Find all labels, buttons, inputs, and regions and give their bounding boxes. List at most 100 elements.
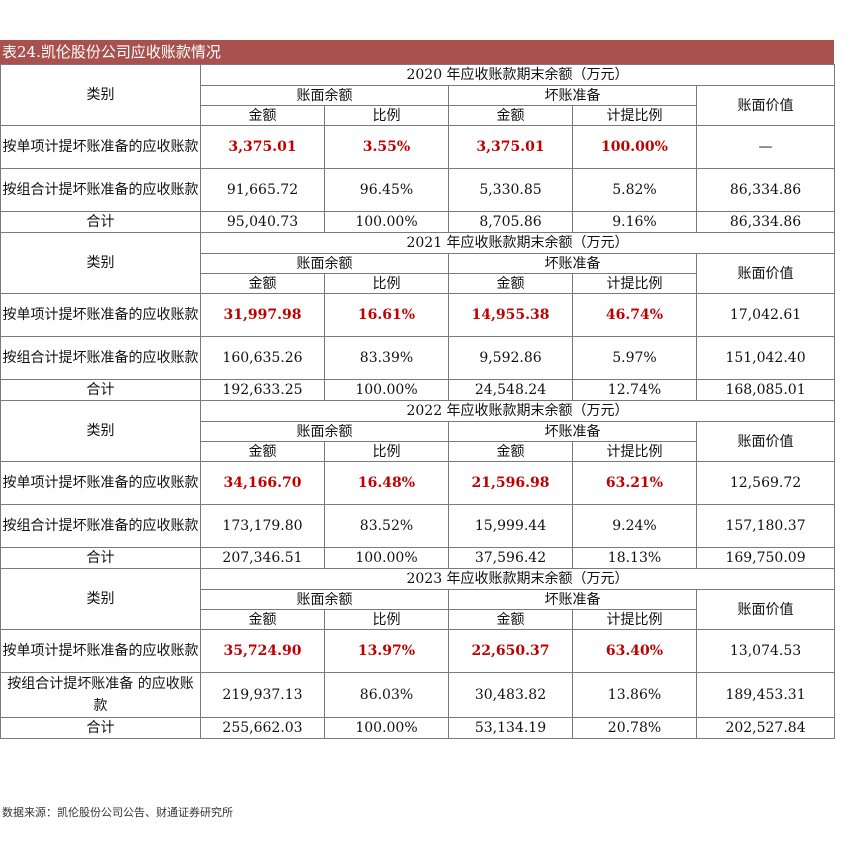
amount-cell: 34,166.70 — [200, 461, 325, 505]
bad-debt-amount-cell: 21,596.98 — [448, 461, 573, 505]
ratio-cell: 100.00% — [324, 547, 449, 569]
bad-debt-header: 坏账准备 — [448, 253, 697, 274]
amount-header: 金额 — [200, 273, 325, 294]
table-row: 合计 207,346.51 100.00% 37,596.42 18.13% 169,75… — [0, 547, 836, 569]
bad-amount-header: 金额 — [448, 273, 573, 294]
amount-cell: 207,346.51 — [200, 547, 325, 569]
bad-debt-header: 坏账准备 — [448, 85, 697, 106]
ratio-cell: 100.00% — [324, 379, 449, 401]
book-value-cell: 189,453.31 — [695, 672, 836, 718]
table-row: 按单项计提坏账准备的应收账款 31,997.98 16.61% 14,955.38 46… — [0, 293, 836, 337]
ratio-cell: 16.48% — [324, 461, 449, 505]
ratio-cell: 100.00% — [324, 717, 449, 739]
bad-amount-header: 金额 — [448, 441, 573, 462]
amount-header: 金额 — [200, 441, 325, 462]
table-row: 按组合计提坏账准备的应收账款 91,665.72 96.45% 5,330.85 5.8… — [0, 168, 836, 212]
table-row: 合计 95,040.73 100.00% 8,705.86 9.16% 86,334.86 — [0, 211, 836, 233]
table-row: 按单项计提坏账准备的应收账款 35,724.90 13.97% 22,650.37 63… — [0, 629, 836, 673]
ratio-cell: 3.55% — [324, 125, 449, 169]
provision-ratio-cell: 5.97% — [572, 336, 697, 380]
provision-ratio-cell: 13.86% — [572, 672, 697, 718]
book-value-cell: 86,334.86 — [695, 211, 836, 233]
table-row: 按组合计提坏账准备的应收账款 173,179.80 83.52% 15,999.44 9… — [0, 504, 836, 548]
year-header: 2022 年应收账款期末余额（万元） — [199, 400, 836, 422]
ratio-header: 比例 — [324, 441, 449, 462]
book-value-cell: — — [695, 125, 836, 169]
source-note: 数据来源：凯伦股份公司公告、财通证券研究所 — [2, 806, 233, 819]
category-header: 类别 — [0, 64, 201, 126]
category-header: 类别 — [0, 232, 201, 294]
bad-debt-amount-cell: 14,955.38 — [448, 293, 573, 337]
book-value-cell: 86,334.86 — [695, 168, 836, 212]
group-header-row: 账面余额 坏账准备 账面价值 — [1, 589, 836, 630]
book-value-cell: 12,569.72 — [695, 461, 836, 505]
year-header: 2023 年应收账款期末余额（万元） — [199, 568, 836, 590]
book-value-cell: 169,750.09 — [695, 547, 836, 569]
bad-debt-amount-cell: 3,375.01 — [448, 125, 573, 169]
amount-cell: 173,179.80 — [200, 504, 325, 548]
row-label: 合计 — [0, 717, 201, 739]
bad-debt-amount-cell: 24,548.24 — [448, 379, 573, 401]
book-value-cell: 13,074.53 — [695, 629, 836, 673]
provision-ratio-cell: 12.74% — [572, 379, 697, 401]
sub-header-row: 金额 比例 金额 计提比例 — [1, 105, 835, 126]
book-balance-header: 账面余额 — [200, 253, 449, 274]
book-value-cell: 151,042.40 — [695, 336, 836, 380]
receivables-table: 类别 2020 年应收账款期末余额（万元） 账面余额 坏账准备 账面价值 金额 比例 金额 计提… — [0, 64, 836, 739]
book-balance-header: 账面余额 — [200, 421, 449, 442]
amount-cell: 255,662.03 — [200, 717, 325, 739]
bad-amount-header: 金额 — [448, 105, 573, 126]
table-row: 按组合计提坏账准备的应收账款 160,635.26 83.39% 9,592.86 5.… — [0, 336, 836, 380]
bad-debt-header: 坏账准备 — [448, 589, 697, 610]
bad-amount-header: 金额 — [448, 609, 573, 630]
row-label: 按组合计提坏账准备的应收账款 — [0, 336, 201, 380]
amount-cell: 192,633.25 — [200, 379, 325, 401]
ratio-cell: 83.52% — [324, 504, 449, 548]
bad-debt-amount-cell: 9,592.86 — [448, 336, 573, 380]
ratio-cell: 100.00% — [324, 211, 449, 233]
table-row: 按组合计提坏账准备 的应收账款 219,937.13 86.03% 30,483.82… — [0, 672, 836, 718]
book-value-header: 账面价值 — [695, 85, 836, 126]
table-row: 按单项计提坏账准备的应收账款 34,166.70 16.48% 21,596.98 63… — [0, 461, 836, 505]
bad-debt-amount-cell: 22,650.37 — [448, 629, 573, 673]
row-label: 合计 — [0, 379, 201, 401]
ratio-cell: 16.61% — [324, 293, 449, 337]
row-label: 合计 — [0, 547, 201, 569]
provision-ratio-header: 计提比例 — [572, 609, 697, 630]
provision-ratio-cell: 5.82% — [572, 168, 697, 212]
ratio-cell: 86.03% — [324, 672, 449, 718]
ratio-cell: 83.39% — [324, 336, 449, 380]
year-header: 2020 年应收账款期末余额（万元） — [199, 64, 836, 86]
year-header-row: 类别 2023 年应收账款期末余额（万元） — [0, 568, 836, 630]
ratio-cell: 96.45% — [324, 168, 449, 212]
book-balance-header: 账面余额 — [200, 85, 449, 106]
provision-ratio-header: 计提比例 — [572, 441, 697, 462]
provision-ratio-header: 计提比例 — [572, 105, 697, 126]
ratio-cell: 13.97% — [324, 629, 449, 673]
amount-header: 金额 — [200, 609, 325, 630]
amount-cell: 91,665.72 — [200, 168, 325, 212]
table-row: 合计 192,633.25 100.00% 24,548.24 12.74% 168,08… — [0, 379, 836, 401]
bad-debt-amount-cell: 15,999.44 — [448, 504, 573, 548]
row-label: 按组合计提坏账准备的应收账款 — [0, 168, 201, 212]
book-value-header: 账面价值 — [695, 589, 836, 630]
amount-cell: 3,375.01 — [200, 125, 325, 169]
amount-header: 金额 — [200, 105, 325, 126]
book-value-cell: 157,180.37 — [695, 504, 836, 548]
amount-cell: 35,724.90 — [200, 629, 325, 673]
provision-ratio-header: 计提比例 — [572, 273, 697, 294]
table-row: 合计 255,662.03 100.00% 53,134.19 20.78% 202,52… — [0, 717, 836, 739]
amount-cell: 160,635.26 — [200, 336, 325, 380]
row-label: 按组合计提坏账准备 的应收账款 — [0, 672, 201, 718]
book-balance-header: 账面余额 — [200, 589, 449, 610]
book-value-cell: 17,042.61 — [695, 293, 836, 337]
book-value-header: 账面价值 — [695, 253, 836, 294]
bad-debt-amount-cell: 5,330.85 — [448, 168, 573, 212]
row-label: 按单项计提坏账准备的应收账款 — [0, 629, 201, 673]
amount-cell: 31,997.98 — [200, 293, 325, 337]
amount-cell: 219,937.13 — [200, 672, 325, 718]
sub-header-row: 金额 比例 金额 计提比例 — [1, 609, 835, 630]
bad-debt-amount-cell: 30,483.82 — [448, 672, 573, 718]
table-title: 表24.凯伦股份公司应收账款情况 — [0, 40, 834, 64]
book-value-header: 账面价值 — [695, 421, 836, 462]
